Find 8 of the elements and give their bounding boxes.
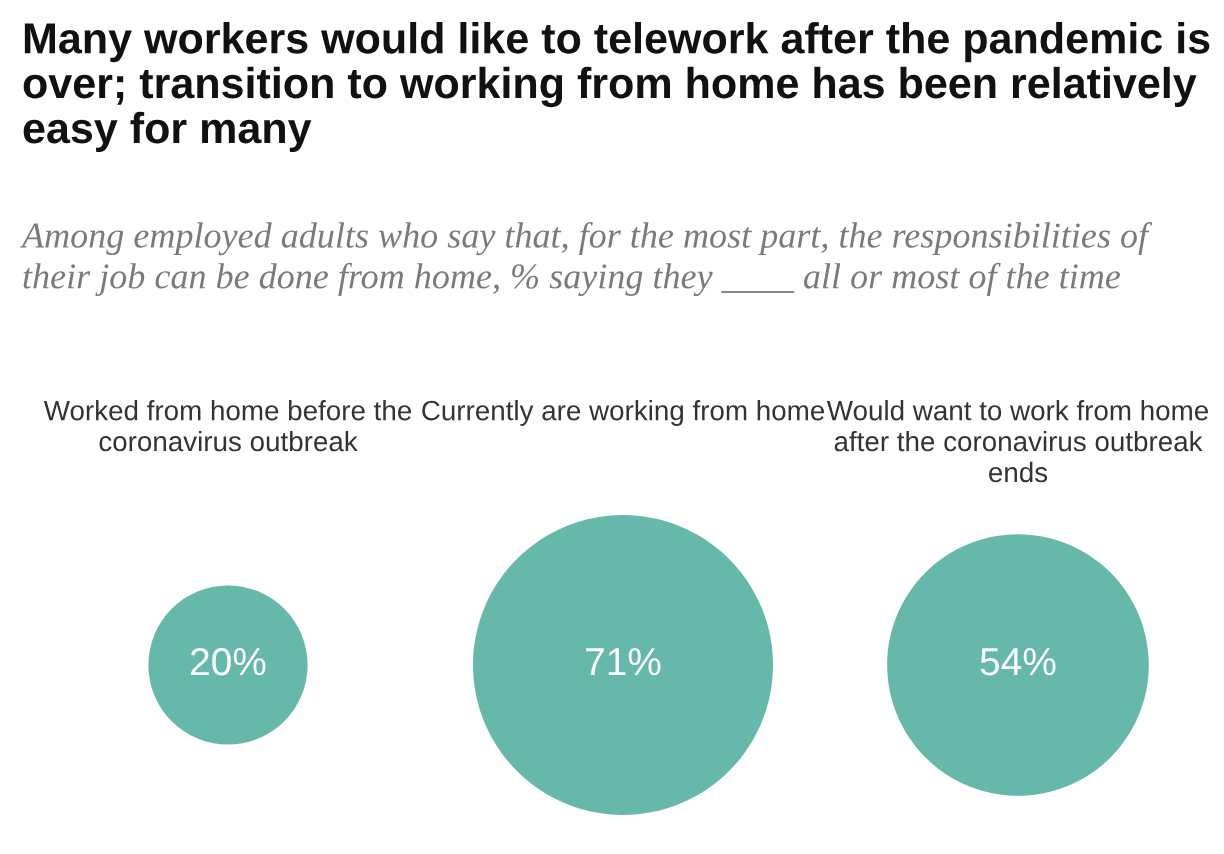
category-label: Currently are working from home [422, 400, 825, 426]
text: Among employed adults who say that, for the most part, the responsibilities of their job can be done from home, % saying they ____ all or most of the time [20, 222, 1153, 297]
category-label: Would want to work from home after the coronavirus outbreak ends [826, 400, 1208, 483]
data-label: 54% [980, 648, 1056, 676]
data-label: 20% [191, 647, 266, 676]
data-label: 71% [586, 648, 661, 676]
text: Many workers would like to telework after the pandemic is over; transition to working from home has been relatively easy for many [23, 22, 1210, 152]
category-label: Worked from home before the coronavirus outbreak [43, 400, 412, 452]
